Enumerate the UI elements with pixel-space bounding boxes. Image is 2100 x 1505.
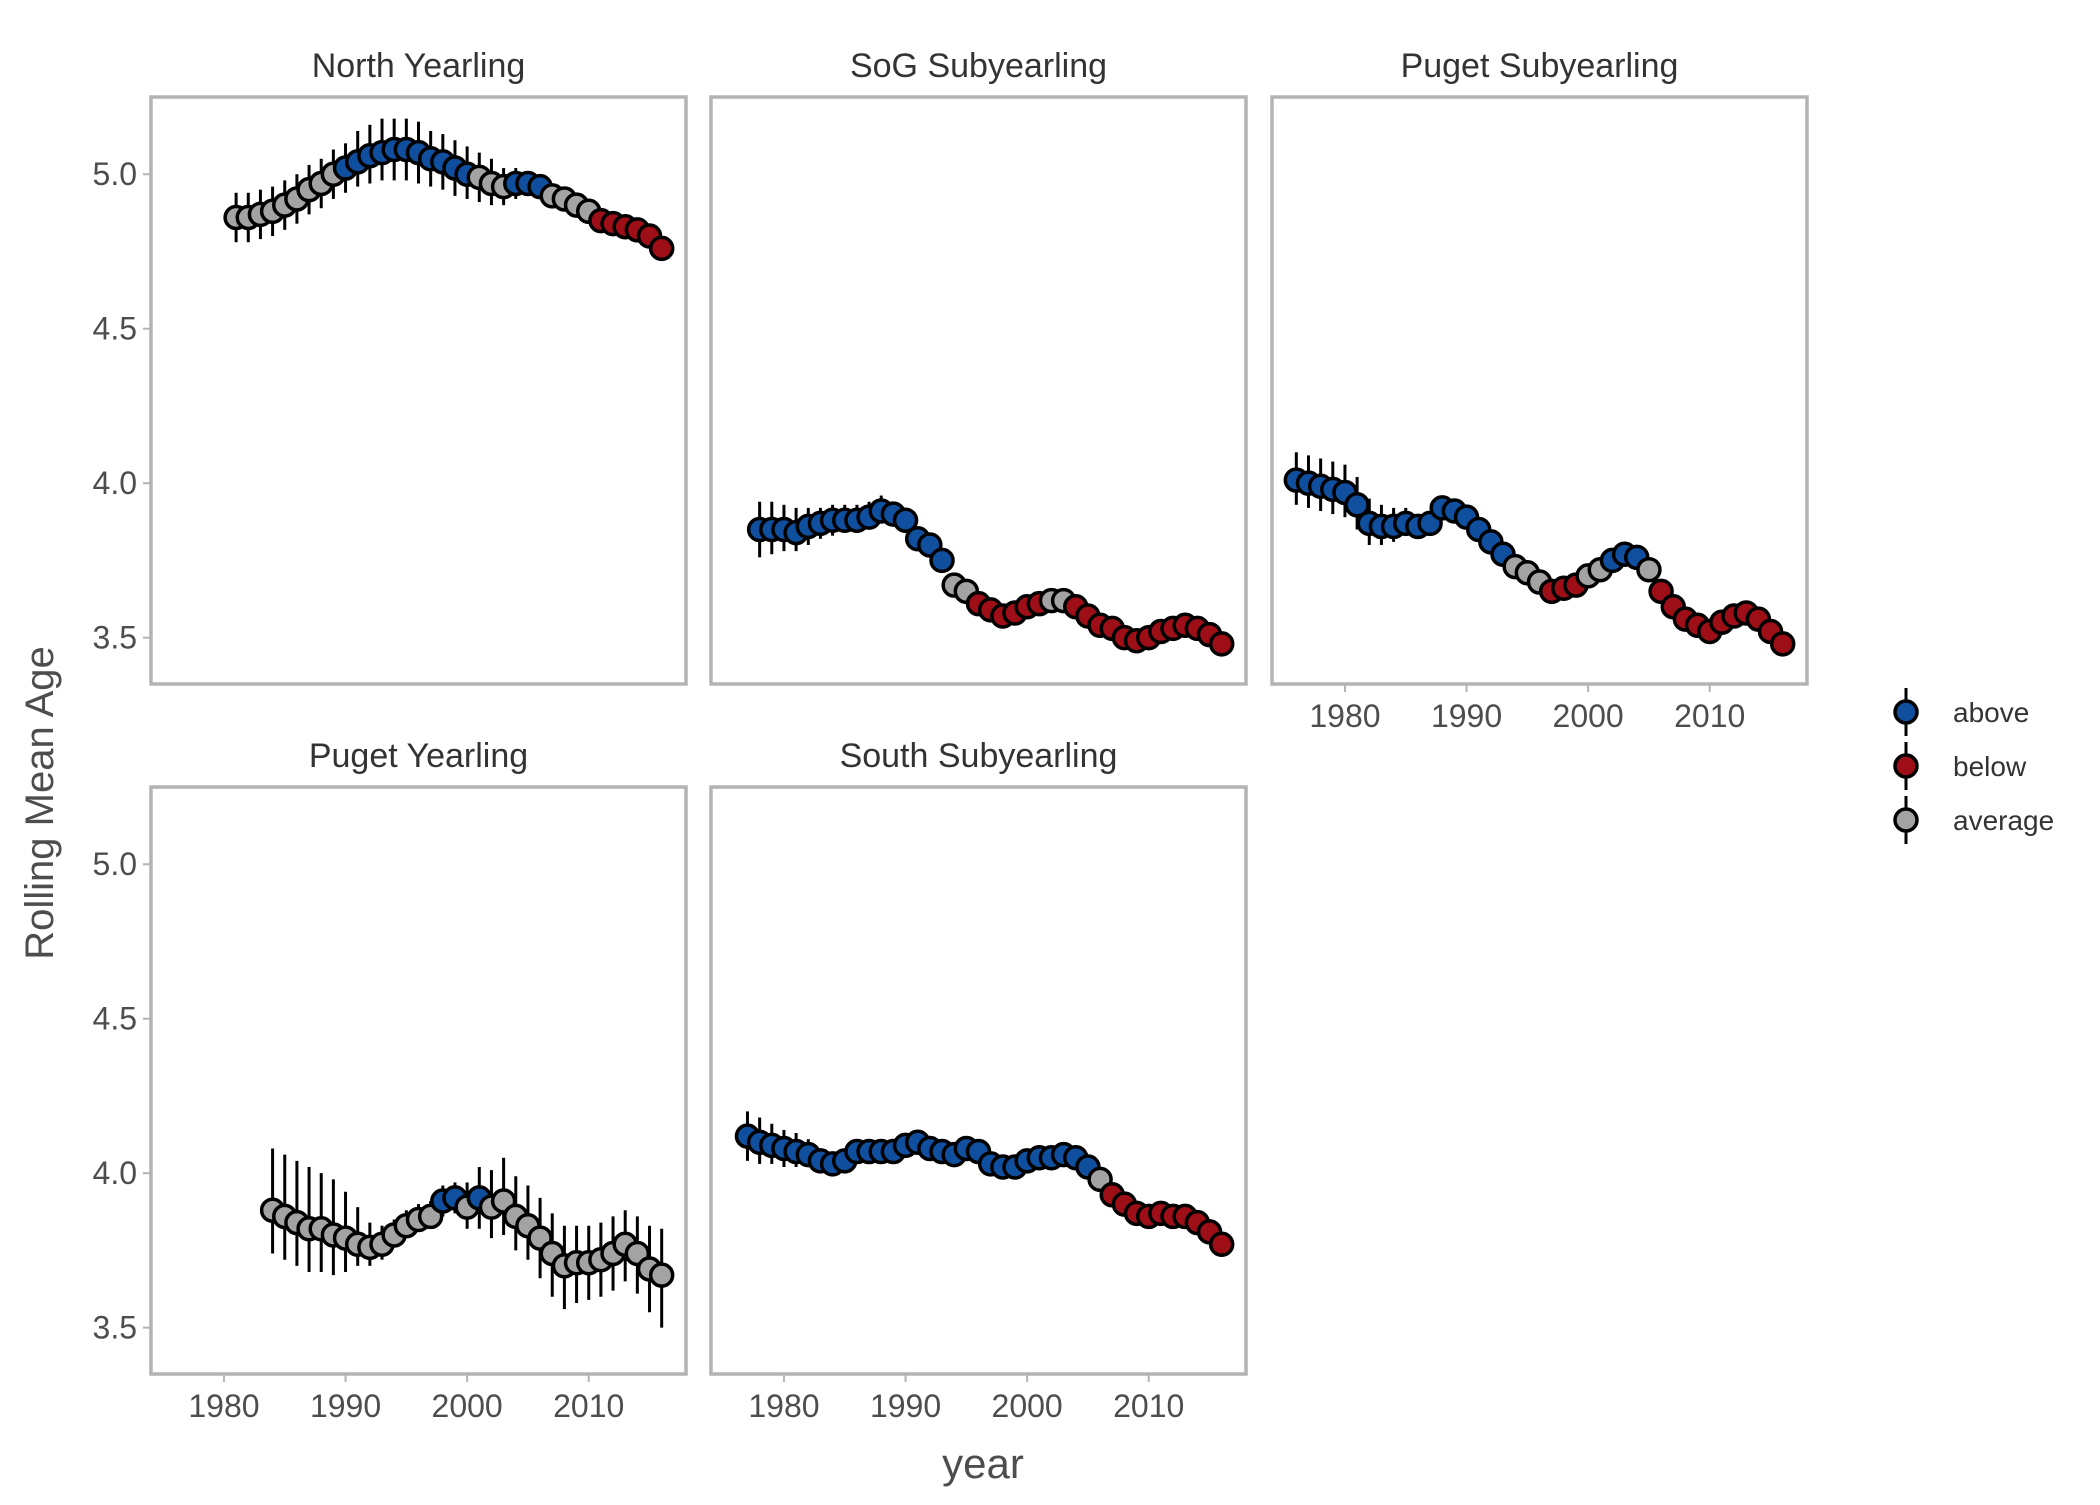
y-tick-label: 4.5 <box>93 1001 137 1037</box>
y-tick-label: 3.5 <box>93 1310 137 1346</box>
x-tick-label: 2000 <box>1553 698 1624 734</box>
panel-title: Puget Subyearling <box>1401 47 1679 85</box>
y-axis-label: Rolling Mean Age <box>18 646 62 960</box>
x-tick-label: 1990 <box>1431 698 1502 734</box>
panel: Puget Yearling 3.5 4.0 4.5 5.0 1980 1990 2000 20… <box>93 737 688 1424</box>
x-tick-label: 2000 <box>432 1388 503 1424</box>
y-tick-label: 4.5 <box>93 311 137 347</box>
x-tick-label: 2000 <box>992 1388 1063 1424</box>
data-point <box>1636 556 1662 583</box>
x-tick-label: 2010 <box>1113 1388 1184 1424</box>
x-tick-label: 1980 <box>188 1388 259 1424</box>
data-point <box>892 507 919 534</box>
data-point <box>648 235 675 262</box>
panel-title: SoG Subyearling <box>850 47 1107 85</box>
x-tick-label: 2010 <box>1674 698 1745 734</box>
legend-key <box>1893 753 1919 779</box>
panel-title: South Subyearling <box>840 737 1118 775</box>
data-point <box>929 547 955 574</box>
data-point <box>1344 492 1370 518</box>
panel-border <box>149 785 688 1376</box>
legend-label: above <box>1953 697 2029 728</box>
panel-border <box>709 785 1248 1376</box>
y-tick-label: 5.0 <box>93 156 137 192</box>
legend-item-above: above <box>1893 688 2029 736</box>
panels-layer: North Yearling 3.5 4.0 4.5 5.0 SoG Subyearlin… <box>93 47 1809 1424</box>
x-tick-label: 1990 <box>310 1388 381 1424</box>
y-tick-label: 5.0 <box>93 846 137 882</box>
x-tick-label: 1990 <box>870 1388 941 1424</box>
y-tick-label: 4.0 <box>93 465 137 501</box>
panel-border <box>1270 95 1809 686</box>
panel-title: Puget Yearling <box>309 737 528 775</box>
legend-label: below <box>1953 751 2027 782</box>
legend-label: average <box>1953 805 2054 836</box>
y-tick-label: 3.5 <box>93 620 137 656</box>
legend-key <box>1893 699 1919 725</box>
x-tick-label: 1980 <box>1309 698 1380 734</box>
y-tick-label: 4.0 <box>93 1155 137 1191</box>
legend: above below average <box>1893 688 2054 844</box>
x-tick-label: 2010 <box>553 1388 624 1424</box>
panel: South Subyearling 1980 1990 2000 2010 <box>709 737 1248 1424</box>
panel-border <box>709 95 1248 686</box>
panel-title: North Yearling <box>312 47 526 85</box>
data-point <box>1208 631 1235 657</box>
x-axis-label: year <box>942 1440 1024 1487</box>
legend-key <box>1893 807 1919 833</box>
data-point <box>648 1262 675 1288</box>
panel: North Yearling 3.5 4.0 4.5 5.0 <box>93 47 688 686</box>
panel-border <box>149 95 688 686</box>
legend-item-below: below <box>1893 742 2027 790</box>
panel: Puget Subyearling 1980 1990 2000 2010 <box>1270 47 1809 734</box>
x-tick-label: 1980 <box>748 1388 819 1424</box>
legend-item-average: average <box>1893 796 2054 844</box>
data-point <box>1208 1231 1235 1257</box>
data-point <box>1769 631 1796 657</box>
panel: SoG Subyearling <box>709 47 1248 686</box>
